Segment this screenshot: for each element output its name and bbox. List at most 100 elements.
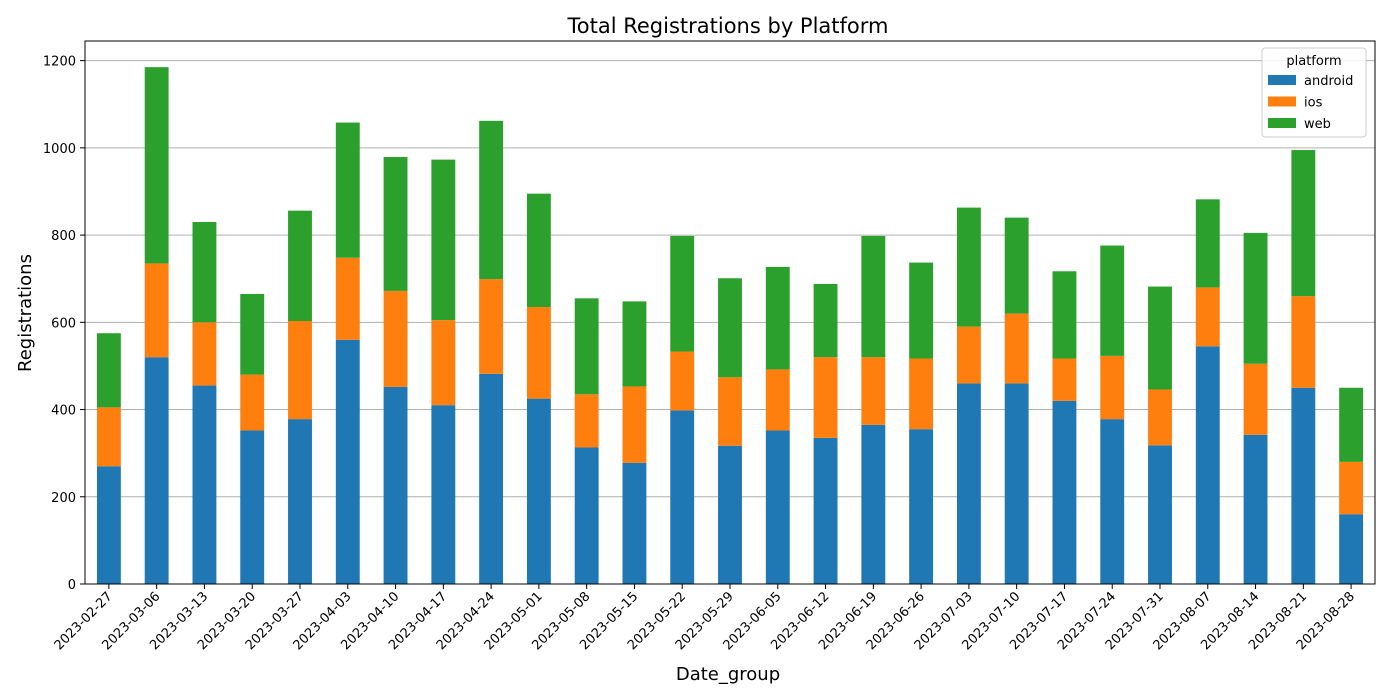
y-axis: 0 200 400 600 800 1000 1200 [43,55,85,593]
y-axis-title: Registrations [15,254,36,372]
bar-web [288,210,312,322]
bar-web [1004,217,1029,314]
bar-web [526,193,551,308]
bar-web [431,159,456,321]
bar-ios [1100,355,1125,420]
legend-swatch-web [1268,118,1296,128]
legend-label-android: android [1304,74,1353,89]
legend-box [1261,47,1367,138]
bar-web [1195,199,1220,288]
bar-android [1243,434,1268,584]
bar-android [1339,514,1364,584]
bar-ios [192,322,217,386]
bar-web [956,207,981,327]
bar-android [670,410,695,584]
bar-ios [718,377,742,446]
bar-android [144,357,169,584]
bar-android [909,429,934,584]
bar-ios [1004,313,1029,384]
bar-ios [956,326,981,384]
bar-web [1148,286,1172,390]
bar-android [1100,419,1125,584]
y-tick-label: 1000 [43,142,76,157]
bar-ios [813,357,838,438]
bar-android [192,385,217,584]
chart-title: Total Registrations by Platform [567,14,889,38]
bar-web [1100,245,1125,356]
bar-ios [96,407,121,467]
bar-android [1004,383,1029,584]
bar-ios [1195,287,1220,347]
bar-ios [383,290,408,387]
bar-android [956,383,981,584]
bar-android [813,437,838,584]
bar-android [335,339,360,584]
bar-android [1148,445,1172,584]
bar-ios [1148,389,1172,446]
bar-web [813,283,838,358]
bar-web [1291,150,1316,297]
bar-web [861,235,886,358]
legend-label-ios: ios [1304,96,1323,111]
bar-android [622,462,647,584]
bar-web [479,120,504,280]
bar-android [240,430,265,584]
bar-web [718,278,742,378]
legend-label-web: web [1304,117,1331,132]
bar-web [670,235,695,352]
bar-web [622,301,647,387]
bar-web [192,222,217,323]
bar-android [1052,400,1077,584]
bar-ios [861,357,886,425]
bar-android [526,398,551,584]
bar-web [765,266,790,370]
bar-android [765,430,790,584]
bar-ios [431,320,456,406]
bar-ios [670,351,695,411]
bar-web [1052,271,1077,359]
bar-ios [335,257,360,340]
bar-android [479,373,504,584]
legend: platform android ios web [1261,47,1367,138]
bar-web [574,298,599,395]
bar-ios [622,386,647,463]
bar-ios [574,394,599,448]
bar-web [1243,232,1268,364]
legend-title: platform [1286,54,1341,69]
bar-ios [765,369,790,431]
bars [96,67,1364,584]
bar-web [383,157,408,291]
bar-ios [1339,461,1364,515]
bar-web [909,262,934,359]
y-tick-label: 1200 [43,55,76,70]
legend-swatch-ios [1268,96,1296,107]
bar-android [431,405,456,584]
bar-android [861,424,886,584]
y-tick-label: 400 [51,404,76,419]
bar-ios [1052,358,1077,401]
bar-ios [1243,363,1268,435]
bar-android [288,419,312,584]
bar-web [144,67,169,264]
bar-ios [479,279,504,374]
bar-ios [909,358,934,430]
y-tick-label: 0 [68,578,76,593]
bar-web [96,333,121,408]
y-tick-label: 800 [51,229,76,244]
bar-android [1195,346,1220,584]
bar-ios [526,307,551,399]
x-axis-title: Date_group [676,664,780,685]
bar-android [1291,387,1316,584]
bar-android [96,466,121,584]
bar-web [335,122,360,258]
bar-ios [1291,296,1316,388]
bar-android [383,386,408,584]
y-tick-label: 200 [51,491,76,506]
legend-swatch-android [1268,75,1296,85]
bar-web [1339,387,1364,462]
bar-web [240,293,265,375]
bar-ios [288,321,312,420]
bar-android [718,445,742,584]
y-tick-label: 600 [51,316,76,331]
